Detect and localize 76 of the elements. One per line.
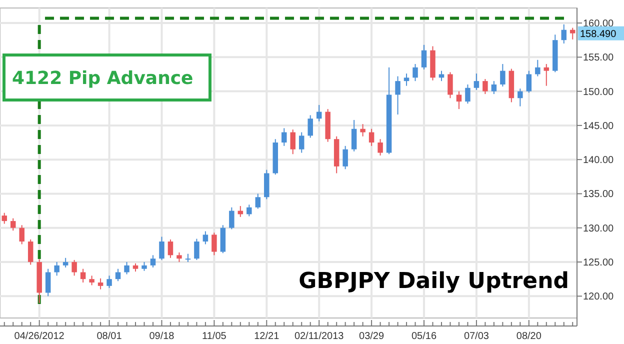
candlestick xyxy=(316,104,322,122)
x-tick-label: 02/11/2013 xyxy=(294,331,344,342)
candlestick xyxy=(518,88,523,107)
candlestick xyxy=(544,63,550,86)
candlestick xyxy=(421,44,427,70)
candlestick xyxy=(395,76,400,116)
candlestick xyxy=(298,132,304,154)
candlestick xyxy=(45,268,51,297)
candlestick xyxy=(535,59,540,77)
x-tick-label: 08/01 xyxy=(96,331,122,342)
x-tick-label: 09/18 xyxy=(149,331,175,342)
candlestick xyxy=(351,119,357,152)
candlestick xyxy=(500,63,506,88)
candlestick xyxy=(360,124,366,137)
candlestick xyxy=(150,254,156,268)
candlestick xyxy=(62,257,68,268)
candlestick xyxy=(438,70,444,82)
y-tick-label: 125.00 xyxy=(583,258,614,269)
candlestick xyxy=(10,218,16,232)
y-tick-label: 160.00 xyxy=(583,18,614,30)
y-tick-label: 120.00 xyxy=(583,292,614,303)
candlestick xyxy=(570,27,576,40)
candlestick xyxy=(194,238,200,260)
candlestick xyxy=(2,212,7,224)
candlestick xyxy=(176,252,182,263)
annotation: GBPJPY Daily Uptrend xyxy=(298,269,569,294)
candlestick xyxy=(342,145,348,170)
x-tick-label: 04/26/2012 xyxy=(14,331,65,342)
y-tick-label: 150.00 xyxy=(583,86,614,98)
candlestick xyxy=(115,268,121,282)
x-tick-label: 07/03 xyxy=(464,331,490,342)
candlestick xyxy=(28,238,34,266)
candlestick xyxy=(89,275,94,286)
candlestick xyxy=(246,204,252,217)
candlestick xyxy=(282,128,287,146)
candlestick xyxy=(526,70,532,94)
candlestick xyxy=(368,128,374,146)
candlestick xyxy=(412,63,418,82)
y-tick-label: 130.00 xyxy=(583,223,614,234)
candlestick xyxy=(168,238,174,258)
candlestick xyxy=(491,80,497,95)
candlestick xyxy=(378,138,383,156)
candlestick xyxy=(202,230,208,245)
x-tick-label: 12/21 xyxy=(254,331,280,342)
candlestick xyxy=(54,262,60,276)
candlestick xyxy=(220,224,226,254)
candlestick xyxy=(106,275,112,288)
x-tick-label: 03/29 xyxy=(359,331,384,342)
x-tick-label: 11/05 xyxy=(202,331,227,342)
candlestick xyxy=(308,114,313,138)
annotation: 4122 Pip Advance xyxy=(12,68,194,89)
candlestick xyxy=(474,73,480,90)
candlestick xyxy=(124,262,130,275)
candlestick xyxy=(264,169,270,200)
y-tick-label: 155.00 xyxy=(583,52,614,64)
text: 158.490 xyxy=(580,28,617,40)
candlestick xyxy=(80,268,86,283)
candlestick xyxy=(561,24,567,44)
candlestick xyxy=(290,129,296,155)
candlestick xyxy=(159,236,164,260)
candlestick xyxy=(255,193,261,210)
candlestick xyxy=(72,259,77,276)
candlestick xyxy=(456,90,462,110)
y-tick-label: 145.00 xyxy=(583,120,614,132)
candlestick xyxy=(19,224,24,245)
candlestick xyxy=(212,232,217,256)
candlestick xyxy=(448,72,453,99)
candlestick xyxy=(229,206,234,230)
candlestick xyxy=(482,78,488,95)
candlestick xyxy=(98,278,104,290)
y-tick-label: 140.00 xyxy=(583,155,614,166)
x-tick-label: 05/16 xyxy=(411,331,437,342)
y-tick-label: 135.00 xyxy=(583,189,614,200)
candlestick xyxy=(465,84,470,104)
candlestick xyxy=(404,73,410,86)
x-tick-label: 08/20 xyxy=(516,331,542,342)
